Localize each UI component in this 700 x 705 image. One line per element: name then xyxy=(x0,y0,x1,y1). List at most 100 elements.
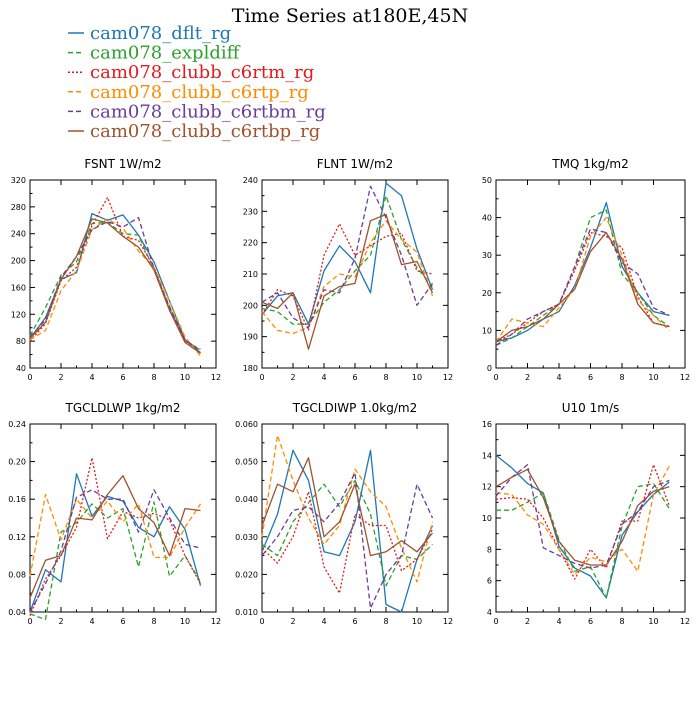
x-tick-label: 8 xyxy=(619,373,624,382)
x-tick-label: 12 xyxy=(443,373,453,382)
x-tick-label: 12 xyxy=(211,617,221,626)
y-tick-label: 0.020 xyxy=(235,570,258,579)
x-tick-label: 10 xyxy=(412,373,422,382)
y-tick-label: 0.12 xyxy=(8,533,26,542)
x-tick-label: 6 xyxy=(588,617,593,626)
y-tick-label: 160 xyxy=(11,283,26,292)
panel-tgcldlwp-1kg-m2: TGCLDLWP 1kg/m2 0 2 4 6 8 10 12 0.04 0.08 0.12 0.16… xyxy=(8,401,221,626)
panel-fsnt-1w-m2: FSNT 1W/m2 0 2 4 6 8 10 12 40 80 120 160 200 240 280 32… xyxy=(11,157,221,382)
y-tick-label: 0.050 xyxy=(235,458,258,467)
series-line-cam078-expldiff xyxy=(29,221,201,350)
y-tick-label: 50 xyxy=(482,176,492,185)
plot-frame xyxy=(261,423,449,613)
series-line-cam078-clubb-c6rtbm-rg xyxy=(495,228,670,346)
series-line-cam078-clubb-c6rtbp-rg xyxy=(495,468,670,566)
series-line-cam078-clubb-c6rtm-rg xyxy=(261,491,434,594)
y-tick-label: 16 xyxy=(482,420,492,429)
y-tick-label: 230 xyxy=(243,207,258,216)
y-tick-label: 30 xyxy=(482,251,492,260)
x-tick-label: 10 xyxy=(180,617,190,626)
y-tick-label: 120 xyxy=(11,310,26,319)
series-line-cam078-clubb-c6rtm-rg xyxy=(495,464,670,580)
series-line-cam078-clubb-c6rtp-rg xyxy=(29,493,202,577)
panel-title: U10 1m/s xyxy=(562,401,620,415)
panel-title: FSNT 1W/m2 xyxy=(84,157,161,171)
panel-tmq-1kg-m2: TMQ 1kg/m2 0 2 4 6 8 10 12 0 10 20 30 40 50 xyxy=(482,157,690,382)
y-tick-label: 0.040 xyxy=(235,495,258,504)
series-line-cam078-clubb-c6rtp-rg xyxy=(261,220,434,335)
x-tick-label: 4 xyxy=(89,617,94,626)
x-tick-label: 0 xyxy=(27,373,32,382)
x-tick-label: 4 xyxy=(89,373,94,382)
x-tick-label: 8 xyxy=(383,373,388,382)
y-tick-label: 80 xyxy=(16,337,26,346)
series-line-cam078-clubb-c6rtm-rg xyxy=(29,457,202,617)
series-line-cam078-dflt-rg xyxy=(495,454,670,599)
y-tick-label: 320 xyxy=(11,176,26,185)
figure-title: Time Series at180E,45N xyxy=(232,5,468,27)
legend-item-cam078-clubb-c6rtp-rg: cam078_clubb_c6rtp_rg xyxy=(68,82,309,103)
series-line-cam078-clubb-c6rtm-rg xyxy=(495,231,670,343)
x-tick-label: 8 xyxy=(619,617,624,626)
y-tick-label: 4 xyxy=(487,608,492,617)
y-tick-label: 40 xyxy=(16,364,26,373)
series-line-cam078-expldiff xyxy=(261,479,433,587)
series-line-cam078-expldiff xyxy=(29,501,202,621)
legend-label: cam078_clubb_c6rtp_rg xyxy=(90,82,309,103)
series-line-cam078-clubb-c6rtbm-rg xyxy=(261,185,434,328)
x-tick-label: 2 xyxy=(290,373,295,382)
x-tick-label: 6 xyxy=(352,617,357,626)
x-tick-label: 2 xyxy=(58,617,63,626)
x-tick-label: 12 xyxy=(680,373,690,382)
legend-item-cam078-dflt-rg: cam078_dflt_rg xyxy=(68,23,231,44)
legend-item-cam078-clubb-c6rtm-rg: cam078_clubb_c6rtm_rg xyxy=(68,62,314,83)
y-tick-label: 200 xyxy=(243,301,258,310)
y-tick-label: 240 xyxy=(243,176,258,185)
x-tick-label: 8 xyxy=(383,617,388,626)
y-tick-label: 190 xyxy=(243,333,258,342)
legend-label: cam078_clubb_c6rtm_rg xyxy=(90,62,314,83)
x-tick-label: 8 xyxy=(151,617,156,626)
panel-tgcldiwp-1-0kg-m2: TGCLDIWP 1.0kg/m2 0 2 4 6 8 10 12 0.010 0.020 0.03… xyxy=(235,401,453,626)
x-tick-label: 4 xyxy=(321,373,326,382)
x-tick-label: 10 xyxy=(648,373,658,382)
y-tick-label: 200 xyxy=(11,257,26,266)
series-line-cam078-expldiff xyxy=(496,482,670,599)
x-tick-label: 0 xyxy=(493,617,498,626)
y-tick-label: 40 xyxy=(482,214,492,223)
x-tick-label: 8 xyxy=(151,373,156,382)
x-tick-label: 10 xyxy=(648,617,658,626)
x-tick-label: 2 xyxy=(525,373,530,382)
y-tick-label: 0.04 xyxy=(8,608,26,617)
plot-frame xyxy=(29,179,217,369)
series-line-cam078-dflt-rg xyxy=(29,473,202,613)
panel-title: FLNT 1W/m2 xyxy=(317,157,394,171)
x-tick-label: 4 xyxy=(556,617,561,626)
legend-item-cam078-clubb-c6rtbm-rg: cam078_clubb_c6rtbm_rg xyxy=(68,101,326,122)
series-line-cam078-clubb-c6rtbm-rg xyxy=(261,472,434,609)
x-tick-label: 0 xyxy=(493,373,498,382)
legend-label: cam078_clubb_c6rtbp_rg xyxy=(90,121,320,142)
y-tick-label: 0.20 xyxy=(8,458,26,467)
y-tick-label: 280 xyxy=(11,203,26,212)
x-tick-label: 0 xyxy=(27,617,32,626)
series-line-cam078-clubb-c6rtbm-rg xyxy=(29,216,201,352)
series-line-cam078-expldiff xyxy=(261,195,434,325)
y-tick-label: 0.08 xyxy=(8,570,26,579)
x-tick-label: 0 xyxy=(259,617,264,626)
y-tick-label: 180 xyxy=(243,364,258,373)
legend-label: cam078_clubb_c6rtbm_rg xyxy=(90,101,326,122)
x-tick-label: 0 xyxy=(259,373,264,382)
y-tick-label: 20 xyxy=(482,289,492,298)
panel-flnt-1w-m2: FLNT 1W/m2 0 2 4 6 8 10 12 180 190 200 210 220 230 240 xyxy=(243,157,453,382)
series-line-cam078-clubb-c6rtp-rg xyxy=(495,465,670,576)
series-line-cam078-clubb-c6rtbp-rg xyxy=(29,218,201,354)
x-tick-label: 2 xyxy=(525,617,530,626)
y-tick-label: 14 xyxy=(482,451,492,460)
y-tick-label: 6 xyxy=(487,577,492,586)
x-tick-label: 12 xyxy=(211,373,221,382)
x-tick-label: 2 xyxy=(58,373,63,382)
series-line-cam078-clubb-c6rtbp-rg xyxy=(495,231,670,343)
legend-label: cam078_dflt_rg xyxy=(90,23,231,44)
legend-item-cam078-clubb-c6rtbp-rg: cam078_clubb_c6rtbp_rg xyxy=(68,121,320,142)
